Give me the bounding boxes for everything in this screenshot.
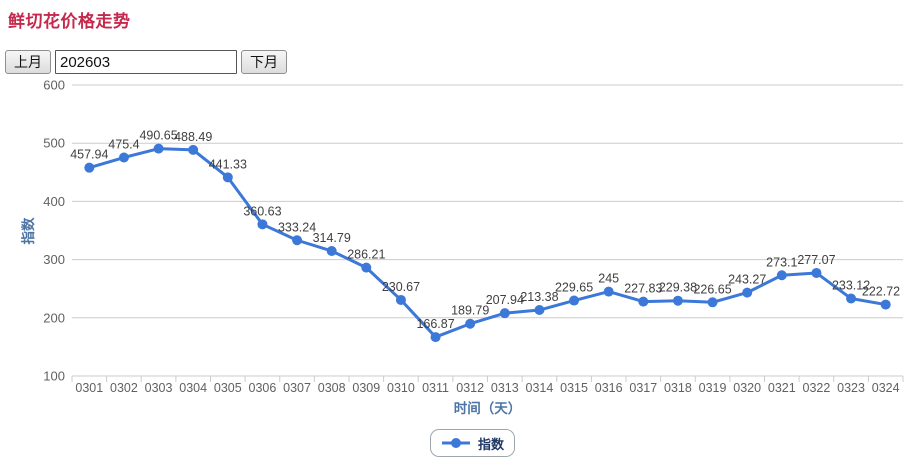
data-label-0311: 166.87: [416, 317, 454, 331]
x-tick-label-0323: 0323: [837, 381, 865, 395]
data-point-0303[interactable]: [153, 143, 164, 154]
data-point-0308[interactable]: [326, 245, 337, 256]
data-point-0321[interactable]: [776, 270, 787, 281]
x-axis-title: 时间（天）: [454, 400, 522, 416]
data-point-0310[interactable]: [395, 294, 406, 305]
data-label-0301: 457.94: [70, 148, 108, 162]
x-tick-label-0320: 0320: [733, 381, 761, 395]
x-tick-label-0322: 0322: [803, 381, 831, 395]
data-point-0323[interactable]: [846, 293, 857, 304]
data-label-0304: 488.49: [174, 130, 212, 144]
legend-index[interactable]: 指数: [430, 429, 516, 457]
x-tick-label-0316: 0316: [595, 381, 623, 395]
data-label-0309: 286.21: [347, 248, 385, 262]
y-tick-label-600: 600: [43, 78, 65, 93]
data-label-0310: 230.67: [382, 280, 420, 294]
x-tick-label-0302: 0302: [110, 381, 138, 395]
series-line-指数: [87, 147, 888, 339]
x-tick-label-0318: 0318: [664, 381, 692, 395]
next-month-button[interactable]: 下月: [241, 50, 287, 74]
page-title: 鲜切花价格走势: [8, 12, 131, 31]
data-label-0324: 222.72: [862, 285, 900, 299]
data-label-0303: 490.65: [139, 129, 177, 143]
data-label-0308: 314.79: [313, 231, 351, 245]
data-label-0320: 243.27: [728, 273, 766, 287]
data-point-0305[interactable]: [222, 172, 233, 183]
data-point-0302[interactable]: [118, 152, 129, 163]
data-point-0312[interactable]: [465, 318, 476, 329]
y-tick-label-400: 400: [43, 194, 65, 209]
data-point-0313[interactable]: [499, 308, 510, 319]
data-label-0318: 229.38: [659, 281, 697, 295]
data-label-0305: 441.33: [209, 157, 247, 171]
x-tick-label-0310: 0310: [387, 381, 415, 395]
x-tick-label-0319: 0319: [699, 381, 727, 395]
data-point-0318[interactable]: [672, 295, 683, 306]
x-tick-label-0324: 0324: [872, 381, 900, 395]
data-label-0322: 277.07: [797, 253, 835, 267]
data-point-0319[interactable]: [707, 297, 718, 308]
x-tick-label-0303: 0303: [145, 381, 173, 395]
month-input[interactable]: [55, 50, 237, 74]
data-point-0311[interactable]: [430, 332, 441, 343]
y-tick-label-100: 100: [43, 369, 65, 384]
data-point-0309[interactable]: [361, 262, 372, 273]
x-tick-label-0306: 0306: [249, 381, 277, 395]
data-point-0304[interactable]: [188, 144, 199, 155]
x-tick-label-0307: 0307: [283, 381, 311, 395]
data-point-0314[interactable]: [534, 305, 545, 316]
y-tick-label-200: 200: [43, 310, 65, 325]
legend-label: 指数: [478, 436, 505, 452]
data-point-0320[interactable]: [742, 287, 753, 298]
data-label-0317: 227.83: [624, 282, 662, 296]
data-point-0315[interactable]: [569, 295, 580, 306]
data-point-0317[interactable]: [638, 296, 649, 307]
y-tick-label-300: 300: [43, 252, 65, 267]
data-label-0323: 233.12: [832, 279, 870, 293]
data-label-0312: 189.79: [451, 304, 489, 318]
x-tick-label-0321: 0321: [768, 381, 796, 395]
y-tick-label-500: 500: [43, 136, 65, 151]
data-label-0306: 360.63: [243, 204, 281, 218]
x-tick-label-0309: 0309: [352, 381, 380, 395]
data-point-0307[interactable]: [292, 235, 303, 246]
x-tick-label-0317: 0317: [629, 381, 657, 395]
x-tick-label-0311: 0311: [422, 381, 449, 395]
data-label-0314: 213.38: [520, 290, 558, 304]
data-label-0307: 333.24: [278, 220, 316, 234]
data-label-0316: 245: [598, 272, 619, 286]
data-point-0301[interactable]: [84, 162, 95, 173]
x-tick-label-0304: 0304: [179, 381, 207, 395]
month-controls: 上月 下月: [5, 50, 287, 74]
x-tick-label-0313: 0313: [491, 381, 519, 395]
data-label-0315: 229.65: [555, 281, 593, 295]
data-label-0319: 226.65: [693, 282, 731, 296]
x-tick-label-0312: 0312: [456, 381, 484, 395]
y-axis-title: 指数: [20, 217, 36, 244]
x-tick-label-0305: 0305: [214, 381, 242, 395]
data-point-0324[interactable]: [880, 299, 891, 310]
data-point-0306[interactable]: [257, 219, 268, 230]
prev-month-button[interactable]: 上月: [5, 50, 51, 74]
x-tick-label-0308: 0308: [318, 381, 346, 395]
data-label-0313: 207.94: [486, 293, 524, 307]
x-tick-label-0314: 0314: [526, 381, 554, 395]
legend-line-dot-icon: [442, 438, 470, 448]
x-tick-label-0315: 0315: [560, 381, 588, 395]
data-label-0302: 475.4: [108, 138, 139, 152]
data-label-0321: 273.1: [766, 255, 797, 269]
data-point-0322[interactable]: [811, 267, 822, 278]
x-tick-label-0301: 0301: [75, 381, 103, 395]
data-point-0316[interactable]: [603, 286, 614, 297]
